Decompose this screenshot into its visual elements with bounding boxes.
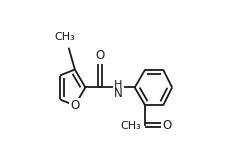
Text: H: H: [114, 80, 122, 90]
Text: N: N: [114, 87, 123, 100]
Text: O: O: [70, 99, 80, 112]
Text: CH₃: CH₃: [121, 121, 141, 131]
Text: O: O: [96, 49, 105, 62]
Text: O: O: [162, 119, 172, 132]
Text: CH₃: CH₃: [55, 32, 76, 42]
